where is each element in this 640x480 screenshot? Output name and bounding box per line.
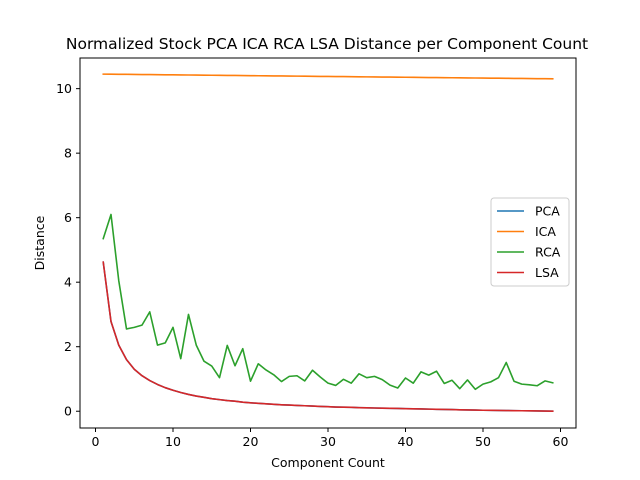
x-tick-label: 30 bbox=[320, 434, 336, 449]
y-tick-label: 8 bbox=[64, 146, 72, 161]
y-tick-label: 2 bbox=[64, 339, 72, 354]
x-axis: 0 10 20 30 40 50 60 bbox=[92, 428, 569, 449]
x-tick-label: 0 bbox=[92, 434, 100, 449]
legend-label-ica: ICA bbox=[535, 224, 556, 239]
y-axis: 0 2 4 6 8 10 bbox=[56, 81, 80, 419]
legend-label-pca: PCA bbox=[535, 204, 560, 219]
x-tick-label: 50 bbox=[475, 434, 491, 449]
chart-title: Normalized Stock PCA ICA RCA LSA Distanc… bbox=[66, 35, 588, 53]
x-tick-label: 20 bbox=[243, 434, 259, 449]
series-line-rca bbox=[102, 213, 554, 391]
series-line-lsa bbox=[102, 261, 554, 412]
y-tick-label: 6 bbox=[64, 210, 72, 225]
y-tick-label: 0 bbox=[64, 404, 72, 419]
x-axis-label: Component Count bbox=[271, 455, 385, 470]
legend-frame bbox=[490, 197, 570, 287]
y-tick-label: 10 bbox=[56, 81, 72, 96]
legend: PCA ICA RCA LSA bbox=[490, 197, 570, 287]
series-lines bbox=[102, 73, 554, 412]
x-tick-label: 60 bbox=[553, 434, 569, 449]
series-line-ica bbox=[102, 73, 554, 80]
x-tick-label: 40 bbox=[398, 434, 414, 449]
y-axis-label: Distance bbox=[32, 215, 47, 270]
y-tick-label: 4 bbox=[64, 275, 72, 290]
legend-label-lsa: LSA bbox=[535, 265, 559, 280]
legend-label-rca: RCA bbox=[535, 245, 561, 260]
x-tick-label: 10 bbox=[165, 434, 181, 449]
